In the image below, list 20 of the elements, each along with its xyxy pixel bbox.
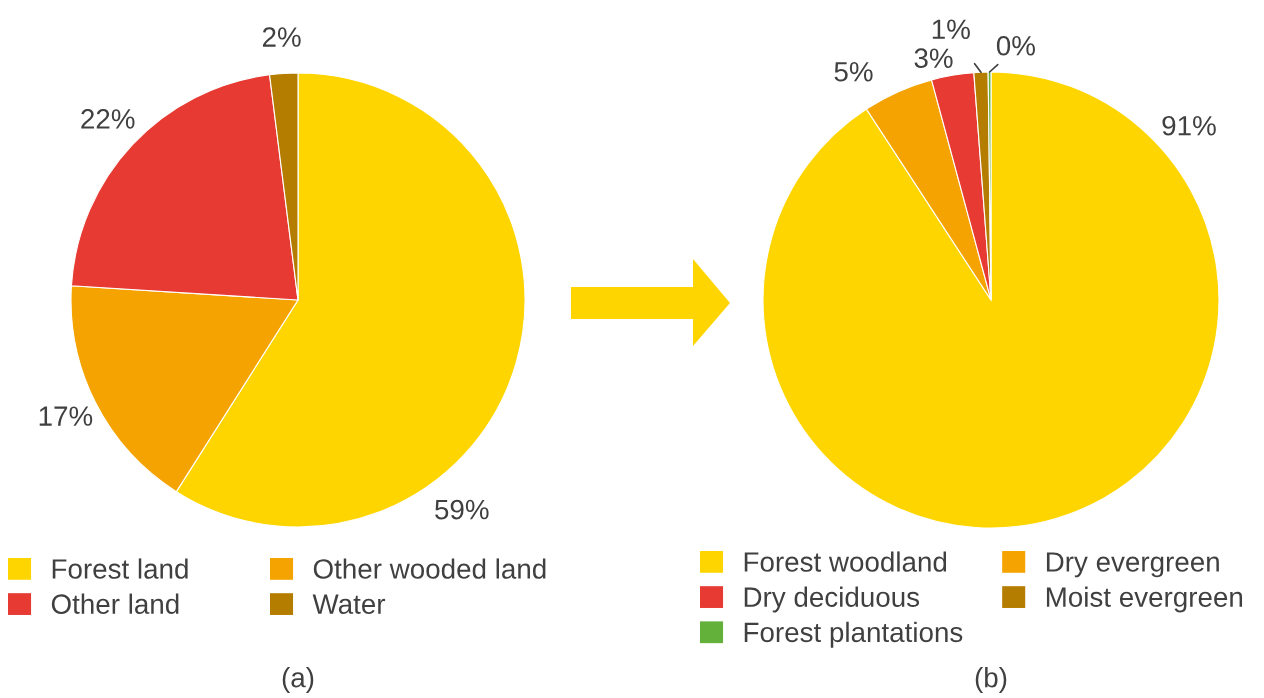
legend-label: Water	[312, 594, 386, 614]
data-label: 1%	[932, 19, 970, 40]
legend-label: Dry deciduous	[744, 586, 920, 613]
legend-label: Forest land	[52, 558, 188, 579]
data-label: 2%	[262, 27, 301, 47]
legend-label: Other land	[51, 593, 179, 614]
legend-label: Forest woodland	[744, 551, 947, 572]
data-label: 0%	[996, 35, 1035, 56]
text: (b)	[975, 667, 1007, 693]
data-label: 3%	[914, 48, 953, 69]
text: (a)	[282, 667, 314, 693]
data-label: 5%	[834, 61, 873, 82]
legend-label: Other wooded land	[313, 558, 546, 579]
data-label: 91%	[1162, 115, 1216, 136]
data-label: 17%	[39, 406, 93, 426]
legend-label: Forest plantations	[744, 621, 963, 648]
legend-label: Moist evergreen	[1046, 586, 1243, 613]
data-label: 59%	[435, 499, 489, 520]
data-label: 22%	[81, 109, 135, 129]
legend-label: Dry evergreen	[1046, 552, 1219, 578]
